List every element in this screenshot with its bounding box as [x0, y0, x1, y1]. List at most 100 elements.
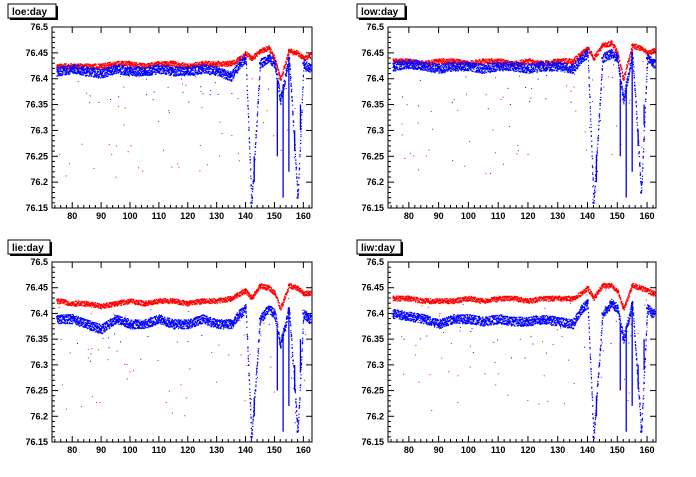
data-point [451, 60, 452, 61]
data-point [174, 65, 175, 66]
data-point [245, 52, 247, 54]
outlier-point [181, 78, 182, 79]
data-point [168, 66, 169, 67]
data-point [173, 61, 174, 62]
outlier-point [150, 72, 151, 73]
data-point [175, 75, 176, 76]
data-point [86, 70, 88, 72]
data-point [241, 59, 242, 60]
data-point [298, 184, 299, 185]
data-point [242, 61, 243, 62]
data-point [115, 67, 117, 69]
data-point [250, 168, 251, 169]
outlier-point [201, 107, 202, 108]
data-point [283, 72, 284, 73]
data-point [297, 189, 298, 190]
data-point [301, 110, 302, 111]
data-point [396, 58, 397, 59]
data-point [59, 75, 60, 76]
data-point [180, 72, 181, 73]
data-point [308, 67, 310, 69]
data-point [129, 70, 131, 72]
data-point [75, 70, 76, 71]
data-point [62, 74, 63, 75]
data-point [282, 75, 283, 76]
data-point [493, 59, 494, 60]
data-point [310, 66, 311, 67]
data-point [259, 79, 260, 80]
data-point [290, 74, 291, 75]
data-point [235, 63, 236, 64]
data-point [226, 78, 227, 79]
outlier-point [222, 133, 223, 134]
data-point [264, 48, 265, 49]
data-point [287, 70, 288, 71]
data-point [192, 67, 193, 68]
data-point [432, 60, 433, 61]
x-tick-label: 90 [434, 211, 444, 221]
data-point [171, 62, 172, 63]
data-point [230, 75, 232, 77]
data-point [291, 91, 292, 92]
data-point [270, 57, 271, 58]
data-point [158, 64, 159, 65]
data-point [292, 112, 293, 113]
data-point [486, 61, 487, 62]
data-point [278, 81, 279, 82]
outlier-point [231, 135, 232, 136]
data-point [223, 71, 224, 72]
data-point [226, 77, 227, 78]
data-point [290, 78, 291, 79]
data-point [164, 66, 165, 67]
data-point [555, 59, 556, 60]
data-point [155, 73, 156, 74]
data-point [230, 61, 231, 62]
data-point [283, 73, 284, 74]
data-point [85, 64, 86, 65]
data-point [157, 64, 158, 65]
data-point [159, 71, 160, 72]
y-tick-label: 76.5 [30, 22, 48, 32]
y-tick-label: 76.25 [25, 151, 48, 161]
data-point [135, 75, 136, 76]
data-point [174, 66, 175, 67]
data-point [531, 60, 532, 61]
data-point [444, 62, 445, 63]
data-point [292, 114, 293, 115]
data-point [198, 73, 199, 74]
data-point [278, 91, 279, 92]
outlier-point [207, 164, 208, 165]
data-point [455, 61, 456, 62]
data-point [252, 200, 253, 201]
data-point [431, 60, 432, 61]
data-point [250, 162, 251, 163]
data-point [246, 55, 247, 56]
data-point [118, 62, 119, 63]
data-point [263, 65, 264, 66]
data-point [257, 106, 258, 107]
data-point [259, 54, 260, 55]
data-point [154, 70, 155, 71]
y-tick-label: 76.35 [25, 100, 48, 110]
data-point [201, 64, 202, 65]
data-point [88, 67, 89, 68]
data-point [247, 86, 248, 87]
data-point [478, 61, 479, 62]
data-point [300, 131, 301, 132]
data-point [304, 59, 305, 60]
x-tick-label: 120 [520, 211, 535, 221]
data-point [98, 69, 99, 70]
data-point [96, 77, 97, 78]
data-point [285, 64, 286, 65]
data-point [284, 67, 285, 68]
data-point [148, 70, 149, 71]
outlier-point [120, 76, 121, 77]
data-point [229, 76, 230, 77]
data-point [95, 74, 96, 75]
data-point [233, 77, 234, 78]
data-point [257, 115, 258, 116]
data-point [429, 60, 430, 61]
data-point [187, 70, 189, 72]
data-point [303, 75, 304, 76]
data-point [237, 72, 238, 73]
